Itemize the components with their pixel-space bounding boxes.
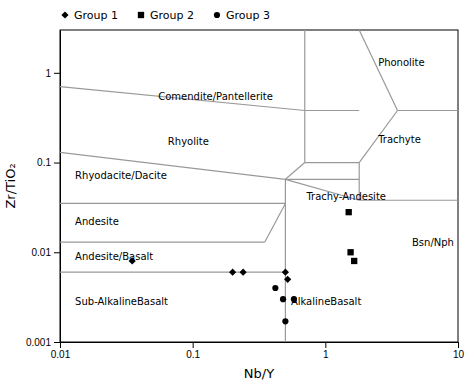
boundary-line xyxy=(265,203,286,242)
boundary-line xyxy=(359,30,397,111)
y-axis-line xyxy=(60,31,61,343)
legend: Group 1 Group 2 Group 3 xyxy=(61,9,270,22)
field-label: AlkalineBasalt xyxy=(291,296,362,307)
y-tick-label: 1 xyxy=(45,68,51,79)
boundary-line xyxy=(285,163,304,180)
x-tick: 10 xyxy=(453,342,465,360)
legend-symbol xyxy=(138,12,144,18)
y-axis-title: Zr/TiO₂ xyxy=(3,163,18,208)
boundary-line xyxy=(60,87,305,111)
data-point xyxy=(346,209,352,215)
x-tick: 0.01 xyxy=(51,342,71,360)
y-tick-mark xyxy=(54,163,60,164)
y-axis: 0.001 0.01 0.1 1 xyxy=(26,31,61,348)
data-point xyxy=(282,318,288,324)
data-point xyxy=(272,285,278,291)
legend-item: Group 3 xyxy=(214,9,270,22)
y-tick-label: 0.001 xyxy=(26,337,51,348)
x-tick-mark xyxy=(60,342,61,348)
y-tick-mark xyxy=(54,252,60,253)
y-tick-mark xyxy=(54,73,60,74)
field-label: Sub-AlkalineBasalt xyxy=(75,296,168,307)
boundary-line xyxy=(398,110,458,111)
chart-svg: 0.010.11100.0010.010.11Nb/YZr/TiO₂Comend… xyxy=(0,0,474,386)
x-tick: 1 xyxy=(323,342,329,360)
x-tick-mark xyxy=(458,342,459,348)
boundary-line xyxy=(305,110,359,111)
field-label: Trachy-Andesite xyxy=(305,191,386,202)
boundary-line xyxy=(305,162,359,163)
y-tick: 0.001 xyxy=(26,337,60,348)
chart-container: 0.010.11100.0010.010.11Nb/YZr/TiO₂Comend… xyxy=(0,0,474,386)
data-point xyxy=(229,269,236,276)
field-label: Phonolite xyxy=(378,57,425,68)
field-label: Comendite/Pantellerite xyxy=(158,91,273,102)
field-label: Andesite xyxy=(75,216,119,227)
y-tick: 0.01 xyxy=(32,247,60,258)
x-tick-mark xyxy=(193,342,194,348)
scatter-series xyxy=(346,209,358,264)
x-tick-label: 1 xyxy=(323,349,329,360)
data-point xyxy=(351,258,357,264)
field-labels: Comendite/Pantellerite Rhyolite Rhyodacite… xyxy=(75,57,454,307)
legend-label: Group 3 xyxy=(226,9,270,22)
boundary-line xyxy=(285,179,359,180)
boundary-line xyxy=(60,203,285,204)
x-axis-line xyxy=(61,342,459,343)
field-label: Rhyodacite/Dacite xyxy=(75,170,167,181)
x-axis-title: Nb/Y xyxy=(244,366,274,381)
data-point xyxy=(282,269,289,276)
field-label: Andesite/Basalt xyxy=(75,251,153,262)
x-tick: 0.1 xyxy=(186,342,200,360)
field-label: Trachyte xyxy=(377,134,421,145)
data-point xyxy=(347,249,353,255)
x-tick-label: 0.01 xyxy=(51,349,71,360)
boundary-line xyxy=(304,30,305,163)
y-tick-label: 0.01 xyxy=(32,247,52,258)
x-tick-label: 10 xyxy=(453,349,465,360)
x-tick-mark xyxy=(325,342,326,348)
plot-frame xyxy=(60,30,458,342)
data-point xyxy=(240,269,247,276)
field-label: Rhyolite xyxy=(168,136,209,147)
boundary-line xyxy=(60,241,265,242)
legend-symbol xyxy=(214,12,220,18)
boundary-line xyxy=(60,272,285,273)
legend-item: Group 2 xyxy=(138,9,194,22)
legend-item: Group 1 xyxy=(61,9,118,22)
y-tick: 0.1 xyxy=(37,157,60,168)
field-label: Bsn/Nph xyxy=(412,237,454,248)
y-tick: 1 xyxy=(45,68,60,79)
x-axis: 0.01 0.1 1 10 xyxy=(51,342,465,360)
y-tick-mark xyxy=(54,342,60,343)
legend-label: Group 1 xyxy=(74,9,118,22)
plot-area xyxy=(60,30,458,342)
y-tick-label: 0.1 xyxy=(37,157,51,168)
data-point xyxy=(280,296,286,302)
data-point xyxy=(284,276,291,283)
legend-label: Group 2 xyxy=(150,9,194,22)
x-tick-label: 0.1 xyxy=(186,349,200,360)
legend-symbol xyxy=(61,11,68,18)
